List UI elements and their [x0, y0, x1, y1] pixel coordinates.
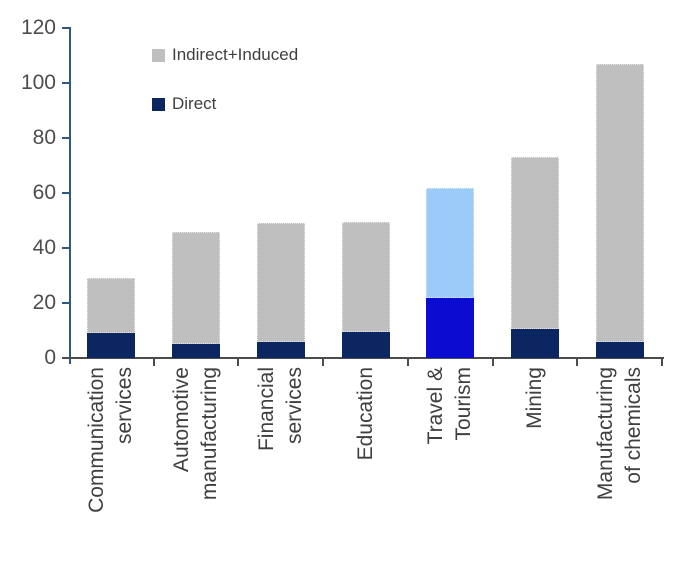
bar-segment-manufacturing-of-chemicals-direct: [595, 341, 644, 358]
x-category-label-automotive-manufacturing: Automotive manufacturing: [168, 367, 224, 555]
bar-segment-travel-tourism-direct: [426, 297, 475, 358]
x-category-label-communication-services: Communication services: [83, 367, 139, 555]
x-category-label-line: Manufacturing: [593, 367, 617, 501]
x-axis: [63, 357, 664, 359]
x-category-label-line: services: [282, 367, 306, 445]
bar-segment-education-direct: [341, 331, 390, 358]
y-tick-label: 60: [32, 181, 56, 204]
x-category-label-line: manufacturing: [198, 367, 222, 501]
bar-segment-travel-tourism-indirect-induced: [426, 187, 475, 298]
x-tick-mark: [322, 358, 325, 366]
y-tick-label: 20: [32, 291, 56, 314]
x-tick-mark: [406, 358, 409, 366]
y-tick-mark: [62, 302, 69, 304]
y-tick-label: 100: [20, 71, 56, 94]
x-category-label-line: Education: [353, 367, 377, 461]
bar-segment-automotive-manufacturing-direct: [172, 344, 221, 358]
bar-segment-communication-services-direct: [87, 333, 136, 358]
legend-item-direct: Direct: [152, 94, 216, 114]
x-category-label-financial-services: Financial services: [253, 367, 309, 555]
x-category-label-line: Mining: [522, 367, 546, 429]
x-category-label-line: Tourism: [452, 367, 476, 441]
bar-segment-automotive-manufacturing-indirect-induced: [172, 231, 221, 345]
y-tick-label: 80: [32, 126, 56, 149]
x-tick-mark: [576, 358, 579, 366]
legend-item-indirect-induced: Indirect+Induced: [152, 45, 298, 65]
legend-label: Direct: [172, 94, 217, 113]
x-category-label-line: Automotive: [170, 367, 194, 473]
x-category-label-mining: Mining: [521, 367, 549, 555]
legend-swatch-icon: [152, 48, 165, 62]
x-category-label-education: Education: [352, 367, 380, 555]
y-tick-mark: [62, 27, 69, 29]
bar-segment-financial-services-indirect-induced: [256, 223, 305, 342]
x-tick-mark: [152, 358, 155, 366]
x-tick-mark: [491, 358, 494, 366]
bar-segment-mining-direct: [510, 329, 559, 358]
legend-swatch-icon: [152, 97, 165, 111]
y-tick-mark: [62, 82, 69, 84]
x-category-label-line: of chemicals: [621, 367, 645, 484]
y-tick-label: 0: [44, 346, 56, 369]
x-category-label-line: services: [113, 367, 137, 445]
x-tick-mark: [237, 358, 240, 366]
y-tick-mark: [62, 137, 69, 139]
y-tick-label: 120: [20, 16, 56, 39]
x-category-label-travel-tourism: Travel & Tourism: [422, 367, 478, 555]
x-category-label-manufacturing-of-chemicals: Manufacturing of chemicals: [592, 367, 648, 555]
y-tick-mark: [62, 247, 69, 249]
bar-segment-financial-services-direct: [256, 341, 305, 358]
bar-segment-communication-services-indirect-induced: [87, 278, 136, 334]
y-tick-mark: [62, 192, 69, 194]
x-tick-mark: [661, 358, 663, 366]
y-tick-label: 40: [32, 236, 56, 259]
x-category-label-line: Communication: [85, 367, 109, 513]
bar-segment-mining-indirect-induced: [510, 157, 559, 330]
bar-segment-manufacturing-of-chemicals-indirect-induced: [595, 63, 644, 342]
x-category-label-line: Travel &: [424, 367, 448, 445]
bar-segment-education-indirect-induced: [341, 221, 390, 332]
legend-label: Indirect+Induced: [172, 45, 299, 64]
y-axis: [69, 27, 71, 364]
x-category-label-line: Financial: [254, 367, 278, 452]
